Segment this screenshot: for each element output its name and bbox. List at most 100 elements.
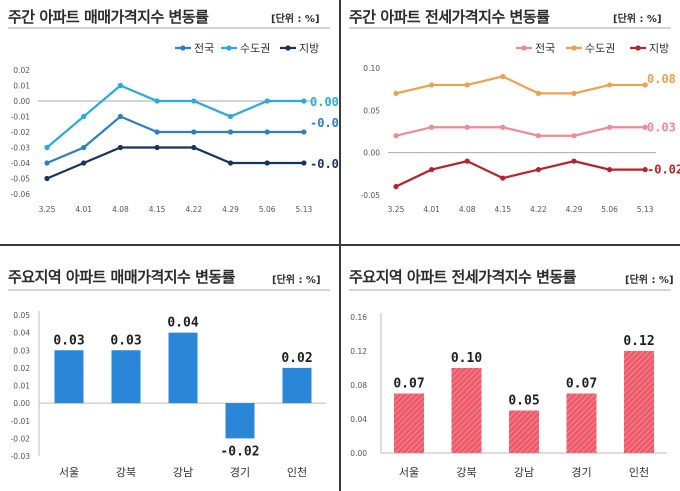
x-tick-label: 4.08 — [459, 205, 476, 214]
data-point — [117, 113, 123, 120]
y-tick-label: -0.02 — [11, 434, 31, 443]
data-point — [154, 98, 160, 104]
data-point — [191, 129, 197, 135]
x-tick-label: 5.06 — [601, 205, 618, 214]
legend-label: 지방 — [299, 42, 319, 55]
data-point — [464, 158, 470, 164]
bar-4 — [282, 367, 312, 404]
bar-0 — [54, 350, 84, 404]
weekly-sale-price-chart: 0.02 0.01 0.00 -0.01 -0.02 -0.03 -0.04 -0.05 -0.… — [11, 42, 339, 214]
bar-4 — [624, 351, 654, 453]
legend-marker — [635, 45, 641, 51]
legend-marker — [285, 45, 291, 51]
chart-title: 주간 아파트 전세가격지수 변동률 — [349, 8, 550, 26]
x-tick-label: 4.22 — [530, 205, 547, 214]
data-point — [535, 133, 541, 139]
regional-sale-price-panel: 주요지역 아파트 매매가격지수 변동률 [단위 : %] 0.05 0.04 0.0… — [0, 246, 339, 491]
regional-sale-price-chart: 0.05 0.04 0.03 0.02 0.01 0.00 -0.01 -0.02 -0.03 0… — [11, 311, 326, 479]
y-tick-label: 0.03 — [13, 346, 30, 355]
end-value-label: 0.08 — [647, 72, 676, 86]
data-point — [535, 167, 541, 173]
y-tick-label: -0.03 — [11, 452, 31, 461]
x-tick-label: 5.13 — [637, 205, 654, 214]
category-label: 강북 — [456, 466, 476, 479]
data-point — [227, 129, 234, 135]
data-point — [642, 124, 648, 130]
data-point — [154, 129, 160, 135]
category-label: 경기 — [230, 466, 250, 479]
data-point — [264, 98, 270, 104]
y-tick-label: 0.00 — [13, 97, 30, 106]
y-tick-label: 0.00 — [363, 149, 380, 158]
weekly-sale-price-panel: 주간 아파트 매매가격지수 변동률 [단위 : %] 0.02 0.01 0.00 -… — [0, 0, 339, 244]
category-label: 인천 — [629, 465, 649, 479]
y-tick-label: 0.08 — [350, 381, 367, 390]
data-point — [500, 124, 506, 130]
data-point — [535, 90, 541, 96]
x-tick-label: 3.25 — [39, 205, 56, 214]
bar-2 — [509, 410, 539, 453]
data-point — [500, 175, 506, 181]
chart-title: 주요지역 아파트 매매가격지수 변동률 — [8, 268, 235, 286]
data-point — [264, 160, 270, 166]
chart-title: 주간 아파트 매매가격지수 변동률 — [8, 8, 209, 26]
legend-label: 전국 — [535, 42, 555, 55]
legend-label: 수도권 — [585, 42, 615, 55]
data-label: 0.04 — [167, 316, 198, 331]
y-tick-label: 0.01 — [13, 82, 30, 91]
regional-jeonse-price-panel: 주요지역 아파트 전세가격지수 변동률 [단위 : %] 0.16 0.12 0.0… — [341, 246, 680, 491]
unit-label: [단위 : %] — [271, 14, 320, 25]
data-point — [81, 113, 87, 120]
y-tick-label: 0.04 — [13, 329, 30, 338]
end-value-label: 0.00 — [310, 95, 339, 109]
y-tick-label: 0.04 — [350, 415, 367, 424]
data-point — [117, 144, 123, 151]
y-tick-label: -0.05 — [361, 191, 381, 200]
series-line-0 — [395, 126, 646, 137]
x-tick-label: 5.13 — [296, 205, 313, 214]
y-tick-label: 0.05 — [13, 311, 30, 320]
data-point — [227, 113, 234, 120]
category-label: 서울 — [59, 466, 79, 479]
data-label: 0.07 — [566, 377, 597, 392]
data-point — [301, 98, 307, 104]
data-point — [81, 144, 87, 151]
data-point — [642, 82, 648, 88]
data-point — [44, 175, 50, 182]
category-label: 강남 — [514, 466, 534, 479]
x-tick-label: 4.22 — [185, 205, 202, 214]
data-point — [429, 82, 435, 88]
legend-label: 전국 — [194, 42, 214, 55]
series-line-2 — [395, 159, 646, 188]
unit-label: [단위 : %] — [272, 275, 321, 286]
title-underline — [8, 27, 330, 29]
y-tick-label: 0.00 — [13, 399, 30, 408]
data-point — [464, 82, 470, 88]
title-underline — [349, 27, 671, 29]
data-point — [429, 167, 435, 173]
y-tick-label: 0.16 — [350, 313, 367, 322]
x-tick-label: 4.15 — [149, 205, 166, 214]
legend-marker — [521, 45, 527, 51]
data-point — [429, 124, 435, 130]
legend-label: 수도권 — [240, 42, 270, 55]
end-value-label: 0.03 — [647, 120, 676, 134]
data-label: 0.10 — [451, 351, 482, 366]
y-tick-label: -0.04 — [11, 159, 31, 168]
data-point — [571, 133, 577, 139]
data-label: 0.12 — [623, 334, 654, 349]
data-label: 0.05 — [508, 394, 539, 409]
chart-title: 주요지역 아파트 전세가격지수 변동률 — [349, 268, 576, 286]
data-point — [227, 160, 234, 166]
unit-label: [단위 : %] — [613, 14, 662, 25]
y-tick-label: -0.06 — [11, 190, 31, 199]
series-line-1 — [46, 84, 304, 149]
end-value-label: -0.02 — [310, 116, 339, 130]
series-line-0 — [46, 115, 304, 165]
bar-1 — [451, 368, 482, 453]
data-point — [117, 82, 123, 89]
weekly-jeonse-price-chart: 0.10 0.05 0.00 -0.05 3.25 4.01 4.08 4.15 4.22 4.2… — [361, 42, 680, 214]
y-tick-label: -0.01 — [11, 417, 31, 426]
horizontal-divider — [0, 244, 680, 246]
series-line-1 — [395, 75, 646, 95]
